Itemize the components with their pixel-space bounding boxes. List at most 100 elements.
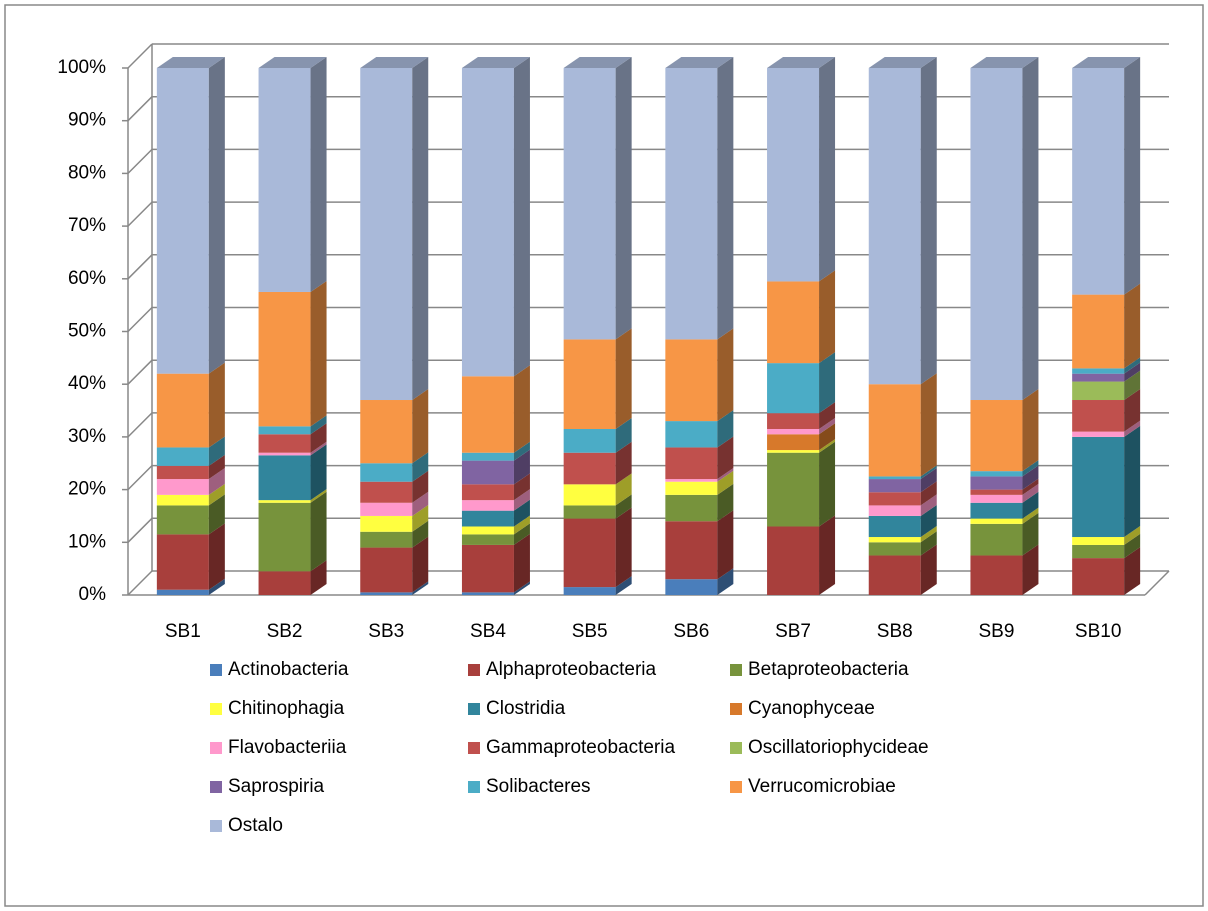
bar-segment: [665, 494, 718, 522]
bar-side: [1124, 420, 1141, 437]
bar-side: [513, 57, 530, 377]
bar-segment: [563, 428, 616, 453]
bar-segment: [665, 579, 718, 595]
bar-side: [615, 441, 632, 485]
bar-segment: [1072, 294, 1125, 369]
bar-side: [1022, 389, 1039, 472]
grid-line: [127, 465, 153, 491]
bar-side: [208, 578, 225, 595]
bar-top: [360, 57, 429, 68]
bar-segment: [461, 526, 514, 535]
bar-side: [310, 423, 327, 453]
bar-segment: [868, 537, 921, 543]
legend-swatch: [210, 781, 222, 793]
bar-side: [717, 468, 734, 482]
bar-segment: [1072, 400, 1125, 432]
legend-label: Verrucomicrobiae: [748, 776, 896, 797]
bar-side: [819, 515, 836, 595]
bar-segment: [970, 400, 1023, 472]
bar-segment: [665, 479, 718, 482]
legend-swatch: [730, 703, 742, 715]
y-tick-label: 0%: [79, 584, 107, 605]
bar-side: [1022, 512, 1039, 556]
bar-segment: [156, 447, 209, 466]
bar-side: [1022, 478, 1039, 495]
bar-segment: [767, 363, 820, 414]
bar-segment: [156, 465, 209, 480]
bar-side: [615, 473, 632, 506]
bar-segment: [767, 450, 820, 453]
bar-side: [920, 465, 937, 480]
legend-label: Chitinophagia: [228, 698, 345, 719]
bars: [156, 57, 1141, 595]
bar-segment: [156, 589, 209, 595]
grid-line: [127, 517, 153, 543]
grid-line: [127, 570, 153, 596]
bar-side: [412, 536, 429, 593]
x-tick-label: SB4: [470, 621, 506, 642]
bar-side: [513, 473, 530, 501]
bar-top: [665, 57, 734, 68]
bar-segment: [1072, 68, 1125, 295]
bar-side: [615, 57, 632, 340]
bar-side: [717, 483, 734, 522]
bar-segment: [868, 479, 921, 493]
x-tick-label: SB10: [1075, 621, 1121, 642]
bar-segment: [563, 484, 616, 506]
bar-side: [1124, 357, 1141, 374]
bar-segment: [258, 571, 311, 595]
bar-side: [513, 533, 530, 593]
bar-segment: [868, 505, 921, 516]
x-tick-label: SB6: [673, 621, 709, 642]
bar-side: [310, 560, 327, 595]
y-tick-label: 70%: [68, 215, 106, 236]
legend-label: Clostridia: [486, 698, 566, 719]
bar-side: [513, 581, 530, 595]
bar-segment: [258, 455, 311, 501]
y-tick-label: 60%: [68, 268, 106, 289]
bar-side: [310, 280, 327, 427]
legend-label: Oscillatoriophycideae: [748, 737, 929, 758]
legend-label: Gammaproteobacteria: [486, 737, 675, 758]
y-tick-label: 90%: [68, 110, 106, 131]
bar-segment: [156, 479, 209, 495]
bar-segment: [156, 505, 209, 535]
bar-segment: [665, 481, 718, 495]
bar-top: [461, 57, 530, 68]
bar-segment: [563, 68, 616, 340]
bar-side: [208, 523, 225, 590]
bar-segment: [970, 494, 1023, 503]
bar-side: [717, 510, 734, 580]
grid-line: [127, 254, 153, 280]
bar-side: [412, 57, 429, 401]
legend-label: Actinobacteria: [228, 659, 349, 680]
bar-segment: [868, 555, 921, 595]
legend-swatch: [468, 742, 480, 754]
bar-segment: [665, 447, 718, 480]
legend-swatch: [468, 664, 480, 676]
bar-segment: [156, 68, 209, 374]
legend-swatch: [730, 742, 742, 754]
legend-label: Betaproteobacteria: [748, 659, 909, 680]
bar-segment: [767, 434, 820, 451]
legend-label: Ostalo: [228, 815, 283, 836]
bar-side: [310, 491, 327, 572]
bar-segment: [970, 68, 1023, 401]
bar-segment: [360, 463, 413, 482]
y-tick-label: 50%: [68, 321, 106, 342]
bar-segment: [461, 510, 514, 527]
bar-segment: [970, 502, 1023, 519]
legend-swatch: [210, 820, 222, 832]
bar-segment: [868, 515, 921, 538]
x-tick-label: SB7: [775, 621, 811, 642]
bar-top: [156, 57, 225, 68]
bar-side: [717, 436, 734, 480]
bar-segment: [563, 339, 616, 429]
bar-segment: [258, 502, 311, 572]
bar-segment: [767, 413, 820, 429]
x-tick-label: SB8: [877, 621, 913, 642]
bar-segment: [970, 476, 1023, 490]
legend-label: Solibacteres: [486, 776, 591, 797]
bar-side: [208, 57, 225, 374]
bar-side: [513, 499, 530, 527]
